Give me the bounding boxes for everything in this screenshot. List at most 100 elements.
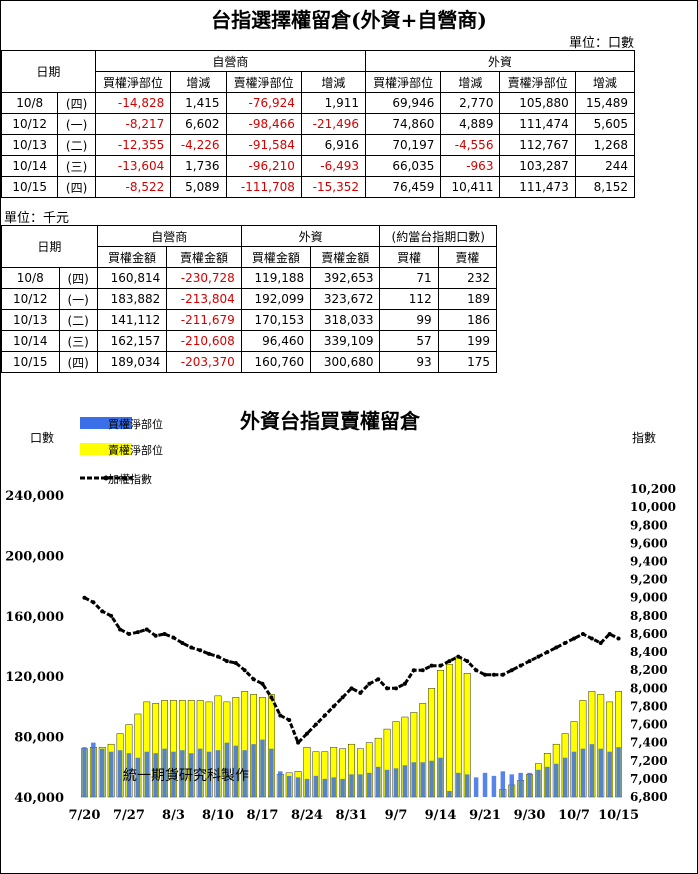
index-point xyxy=(465,659,470,664)
col-header: 賣權金額 xyxy=(310,246,381,268)
index-point xyxy=(589,636,594,641)
index-point xyxy=(91,600,96,605)
legend-label: 買權淨部位 xyxy=(108,417,163,431)
row-date: 10/15 xyxy=(0,176,59,198)
table-cell: 1,268 xyxy=(574,134,636,156)
table-cell: -13,604 xyxy=(94,155,172,177)
bar-call-net xyxy=(491,775,497,797)
index-point xyxy=(483,672,488,677)
row-date: 10/13 xyxy=(0,134,59,156)
right-tick-label: 9,200 xyxy=(630,573,668,587)
table-cell: -12,355 xyxy=(94,134,172,156)
index-point xyxy=(135,630,140,635)
bar-call-net xyxy=(162,748,167,797)
table-cell: -91,584 xyxy=(225,134,302,156)
table-cell: 141,112 xyxy=(96,309,168,331)
index-point xyxy=(349,686,354,691)
right-tick-label: 7,800 xyxy=(630,699,668,713)
index-point xyxy=(322,713,327,718)
index-point xyxy=(100,609,105,614)
index-point xyxy=(616,636,621,641)
bar-call-net xyxy=(304,778,310,797)
table-cell: 323,672 xyxy=(310,288,381,310)
table-cell: 170,153 xyxy=(240,309,312,331)
table-options-amounts: 日期 自營商 外資 (約當台指期口數) 買權金額 賣權金額 買權金額 賣權金額 … xyxy=(1,225,498,373)
bar-call-net xyxy=(340,778,345,797)
index-point xyxy=(607,631,612,636)
index-point xyxy=(340,695,345,700)
table-cell: 6,916 xyxy=(300,134,366,156)
table1-unit: 單位：口數 xyxy=(568,36,634,51)
bar-call-net xyxy=(358,774,363,797)
row-date: 10/14 xyxy=(1,330,60,352)
group-header-foreign: 外資 xyxy=(364,50,636,72)
table-cell: 71 xyxy=(379,267,439,289)
right-tick-label: 10,000 xyxy=(630,500,676,514)
index-point xyxy=(536,654,541,659)
table-cell: 8,152 xyxy=(574,176,636,198)
table-cell: 99 xyxy=(379,309,439,331)
col-header: 賣權淨部位 xyxy=(225,71,302,93)
bar-call-net xyxy=(295,777,301,797)
bar-call-net xyxy=(313,775,319,797)
index-point xyxy=(402,681,407,686)
row-weekday: (四) xyxy=(58,351,98,373)
bar-call-net xyxy=(269,748,274,797)
table-row: 10/8 (四) 160,814 -230,728 119,188 392,653 71 23… xyxy=(1,267,498,289)
table-cell: 244 xyxy=(574,155,636,177)
row-date: 10/8 xyxy=(1,267,60,289)
table-cell: 1,911 xyxy=(300,92,366,114)
table-cell: 160,760 xyxy=(240,351,312,373)
bar-call-net xyxy=(464,774,470,797)
x-axis: 7/20 7/27 8/3 8/10 8/17 8/24 8/31 9/7 9/14 9/21 9/… xyxy=(69,808,640,823)
index-point xyxy=(563,641,568,646)
table-cell: 6,602 xyxy=(170,113,227,135)
table-cell: 112 xyxy=(379,288,439,310)
right-axis: 10,200 10,000 9,800 9,600 9,400 9,200 9,000 8,8… xyxy=(630,482,676,804)
table-cell: -963 xyxy=(440,155,501,177)
legend-marker-index xyxy=(103,475,109,481)
bar-call-net xyxy=(242,750,247,797)
row-weekday: (四) xyxy=(58,267,98,289)
bar-call-net xyxy=(509,774,514,797)
left-axis-label: 口數 xyxy=(30,431,54,445)
x-tick-label: 7/20 xyxy=(69,808,101,823)
table-cell: -4,226 xyxy=(170,134,227,156)
table-cell: 5,605 xyxy=(574,113,636,135)
table-cell: 66,035 xyxy=(364,155,442,177)
x-tick-label: 8/10 xyxy=(202,808,234,823)
table-cell: 162,157 xyxy=(96,330,168,352)
row-weekday: (三) xyxy=(57,155,96,177)
table-cell: 160,814 xyxy=(96,267,168,289)
x-tick-label: 8/31 xyxy=(336,808,368,823)
table-cell: 15,489 xyxy=(574,92,636,114)
bar-call-net xyxy=(215,750,221,797)
index-point xyxy=(215,654,220,659)
col-header: 買權 xyxy=(379,246,439,268)
col-header: 買權金額 xyxy=(240,246,312,268)
table-cell: -98,466 xyxy=(225,113,302,135)
table-cell: -21,496 xyxy=(300,113,366,135)
bar-call-net xyxy=(500,771,506,797)
table-cell: 4,889 xyxy=(440,113,501,135)
chart-title: 外資台指買賣權留倉 xyxy=(240,409,421,433)
bar-call-net xyxy=(117,750,123,797)
table-cell: 189,034 xyxy=(96,351,168,373)
table2-unit: 單位：千元 xyxy=(4,211,70,226)
bar-call-net xyxy=(108,751,114,797)
table-cell: -230,728 xyxy=(166,267,242,289)
table-row: 10/15 (四) 189,034 -203,370 160,760 300,680 93 1… xyxy=(1,351,498,373)
right-tick-label: 7,400 xyxy=(630,736,668,750)
table-cell: 300,680 xyxy=(310,351,381,373)
index-point xyxy=(180,641,185,646)
x-tick-label: 9/7 xyxy=(385,808,408,823)
right-tick-label: 9,000 xyxy=(630,591,668,605)
table-cell: -210,608 xyxy=(166,330,242,352)
row-date: 10/12 xyxy=(1,288,60,310)
table-cell: 199 xyxy=(437,330,498,352)
right-axis-label: 指數 xyxy=(632,430,656,445)
index-line xyxy=(82,595,621,746)
left-tick-label: 160,000 xyxy=(5,610,64,625)
col-header: 賣權淨部位 xyxy=(499,71,576,93)
table-cell: 10,411 xyxy=(440,176,501,198)
